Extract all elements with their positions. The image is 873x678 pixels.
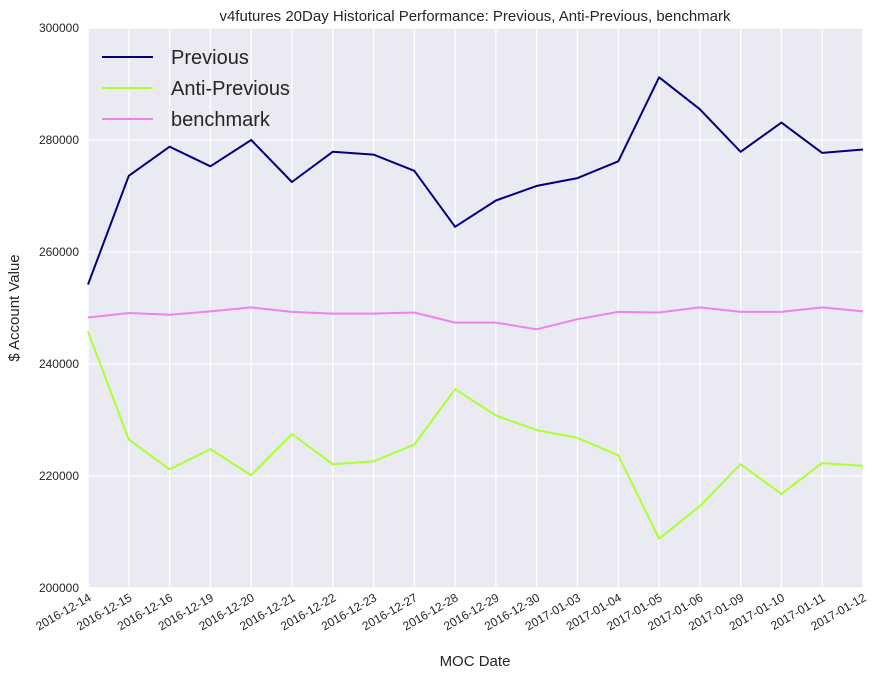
- y-tick-label: 260000: [39, 245, 79, 259]
- y-tick-label: 220000: [39, 469, 79, 483]
- y-tick-label: 240000: [39, 357, 79, 371]
- series-lines: [87, 76, 864, 540]
- x-axis-label: MOC Date: [440, 653, 511, 670]
- legend-label: Anti-Previous: [171, 78, 290, 100]
- series-line-anti-previous: [87, 331, 864, 540]
- series-line-benchmark: [87, 306, 864, 331]
- y-axis-label: $ Account Value: [6, 254, 23, 361]
- plot-background: [88, 28, 863, 588]
- y-tick-label: 200000: [39, 581, 79, 595]
- chart-title: v4futures 20Day Historical Performance: …: [219, 8, 731, 25]
- legend-label: benchmark: [171, 109, 271, 131]
- series-line-previous: [87, 76, 864, 285]
- y-tick-label: 300000: [39, 21, 79, 35]
- y-tick-label: 280000: [39, 133, 79, 147]
- legend: Previous Anti-Previous benchmark: [102, 47, 290, 131]
- legend-label: Previous: [171, 47, 249, 69]
